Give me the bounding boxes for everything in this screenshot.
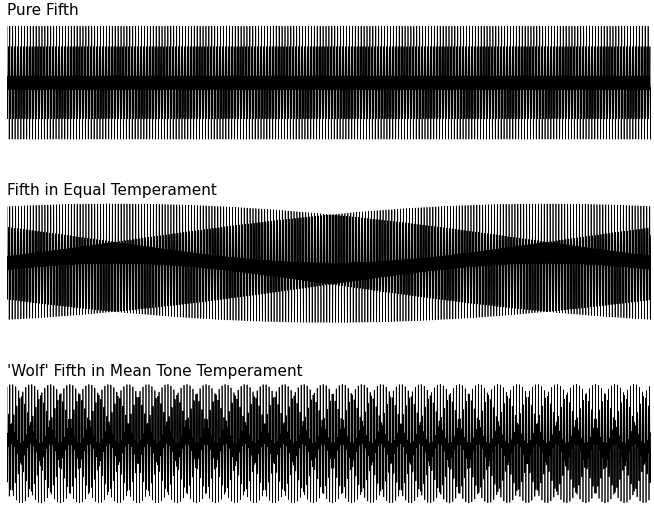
- Text: Fifth in Equal Temperament: Fifth in Equal Temperament: [7, 183, 216, 198]
- Text: Pure Fifth: Pure Fifth: [7, 3, 78, 18]
- Text: 'Wolf' Fifth in Mean Tone Temperament: 'Wolf' Fifth in Mean Tone Temperament: [7, 364, 302, 379]
